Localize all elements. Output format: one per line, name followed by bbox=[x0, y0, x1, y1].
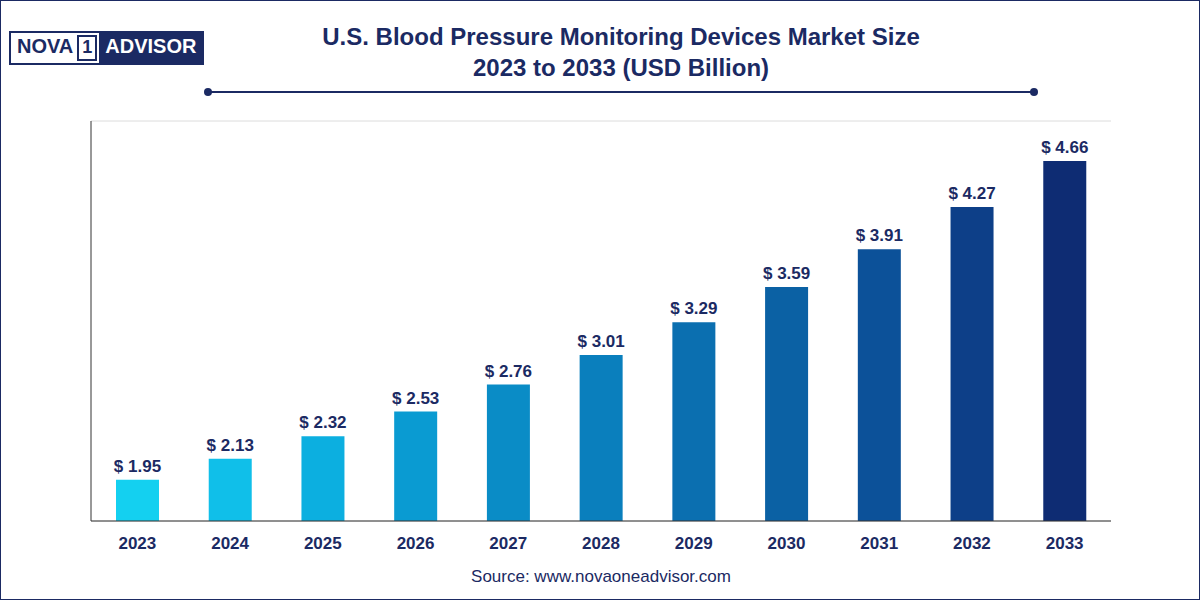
html-text:NOVA: NOVA bbox=[17, 35, 74, 57]
svg-text:2030: 2030 bbox=[768, 534, 806, 553]
svg-text:2031: 2031 bbox=[860, 534, 898, 553]
svg-text:$ 2.13: $ 2.13 bbox=[207, 436, 254, 455]
svg-text:$ 3.01: $ 3.01 bbox=[578, 332, 625, 351]
svg-text:$ 3.29: $ 3.29 bbox=[670, 299, 717, 318]
svg-text:2023: 2023 bbox=[118, 534, 156, 553]
svg-text:$ 1.95: $ 1.95 bbox=[114, 457, 161, 476]
svg-text:$ 3.91: $ 3.91 bbox=[856, 226, 903, 245]
svg-text:2028: 2028 bbox=[582, 534, 620, 553]
svg-text:2025: 2025 bbox=[304, 534, 342, 553]
svg-text:2026: 2026 bbox=[397, 534, 435, 553]
svg-text:$ 2.76: $ 2.76 bbox=[485, 362, 532, 381]
svg-text:$ 4.66: $ 4.66 bbox=[1041, 138, 1088, 157]
svg-text:$ 2.53: $ 2.53 bbox=[392, 389, 439, 408]
html-text:ADVISOR: ADVISOR bbox=[105, 35, 197, 57]
svg-text:2027: 2027 bbox=[489, 534, 527, 553]
svg-text:$ 2.32: $ 2.32 bbox=[299, 413, 346, 432]
svg-text:$ 3.59: $ 3.59 bbox=[763, 264, 810, 283]
html-text:Source: www.novaoneadvisor.com: Source: www.novaoneadvisor.com bbox=[471, 567, 731, 586]
html-text:1: 1 bbox=[82, 37, 93, 57]
svg-text:2029: 2029 bbox=[675, 534, 713, 553]
svg-text:2024: 2024 bbox=[211, 534, 249, 553]
svg-text:$ 4.27: $ 4.27 bbox=[948, 184, 995, 203]
html-text:U.S. Blood Pressure Monitoring: U.S. Blood Pressure Monitoring Devices M… bbox=[322, 23, 920, 50]
svg-text:2032: 2032 bbox=[953, 534, 991, 553]
svg-text:2033: 2033 bbox=[1046, 534, 1084, 553]
html-text:2023 to 2033 (USD Billion): 2023 to 2033 (USD Billion) bbox=[473, 54, 769, 81]
